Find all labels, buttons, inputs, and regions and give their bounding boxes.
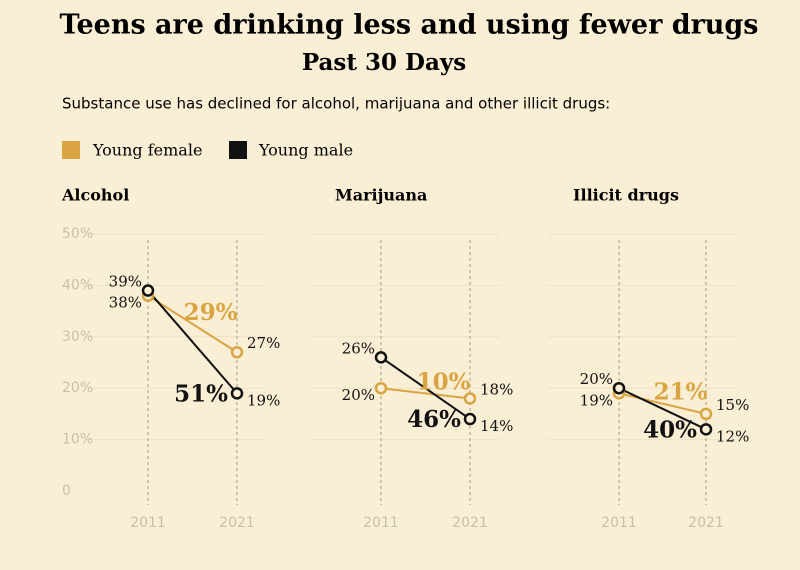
x-tick-label: 2021	[688, 515, 724, 531]
value-label: 18%	[480, 380, 513, 398]
change-label: 10%	[417, 368, 471, 395]
series-line	[380, 356, 471, 420]
legend-swatch	[62, 141, 80, 159]
y-tick-label: 20%	[62, 380, 93, 396]
y-tick-label: 30%	[62, 329, 93, 345]
panel-title: Illicit drugs	[573, 186, 679, 205]
x-tick-label: 2011	[601, 515, 637, 531]
y-tick-label: 50%	[62, 226, 93, 242]
value-label: 20%	[342, 386, 375, 404]
point	[699, 423, 713, 436]
series-line	[147, 294, 238, 354]
y-tick-label: 40%	[62, 277, 93, 293]
y-tick-label: 10%	[62, 432, 93, 448]
value-label: 19%	[247, 391, 280, 409]
change-label: 29%	[184, 299, 238, 326]
x-tick-label: 2011	[130, 515, 166, 531]
value-label: 27%	[247, 334, 280, 352]
value-label: 39%	[109, 273, 142, 291]
point	[141, 284, 155, 297]
value-label: 15%	[716, 396, 749, 414]
point	[463, 412, 477, 426]
title: Teens are drinking less and using fewer …	[59, 10, 758, 41]
series-line	[380, 387, 471, 400]
value-label: 14%	[480, 417, 513, 435]
point	[699, 407, 713, 421]
point	[612, 381, 626, 395]
change-label: 46%	[407, 406, 461, 433]
point	[374, 381, 388, 395]
series-line	[147, 289, 238, 394]
value-label: 38%	[109, 294, 142, 312]
point	[374, 351, 388, 364]
x-tick-label: 2021	[219, 515, 255, 531]
value-label: 20%	[580, 370, 613, 388]
change-label: 40%	[643, 416, 697, 443]
point	[463, 392, 477, 405]
value-label: 12%	[716, 427, 749, 445]
point	[230, 387, 244, 400]
value-label: 26%	[342, 339, 375, 357]
series-line	[618, 387, 707, 431]
x-tick-label: 2021	[452, 515, 488, 531]
legend-label: Young female	[92, 141, 202, 160]
x-tick-label: 2011	[363, 515, 399, 531]
y-tick-label: 0	[62, 483, 71, 499]
panel-title: Alcohol	[61, 186, 129, 205]
change-label: 21%	[654, 379, 708, 406]
description: Substance use has declined for alcohol, …	[62, 95, 610, 113]
legend-swatch	[229, 141, 247, 159]
subtitle: Past 30 Days	[302, 49, 466, 76]
value-label: 19%	[580, 391, 613, 409]
point	[230, 345, 244, 359]
change-label: 51%	[174, 380, 228, 407]
series-line	[618, 392, 707, 415]
panel-title: Marijuana	[335, 186, 427, 205]
legend-label: Young male	[258, 141, 353, 160]
